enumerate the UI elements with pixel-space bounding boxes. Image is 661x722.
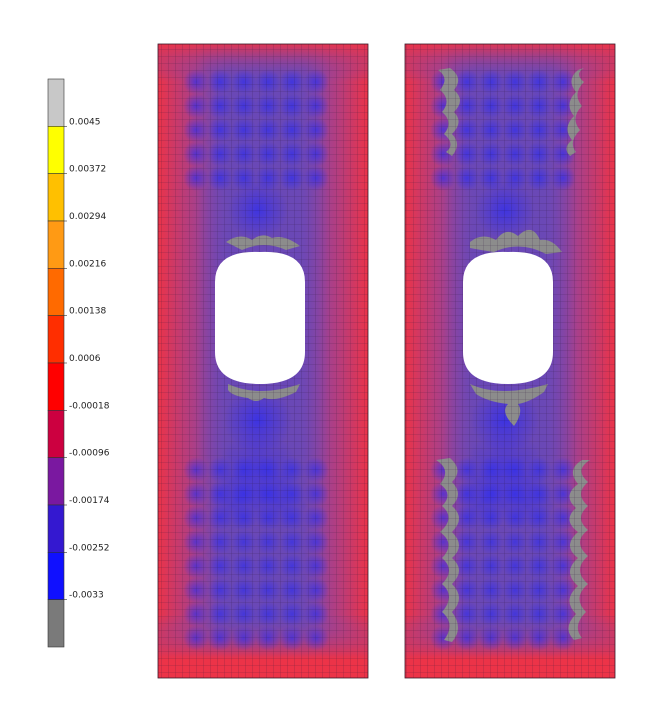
legend-value-label: 0.00372 [69,165,106,175]
legend-swatch [47,315,65,364]
legend-swatch [47,173,65,222]
legend-value-label: -0.00096 [69,449,110,459]
legend-swatch [47,410,65,458]
plate-left-hole-shape [215,251,305,384]
legend-value-label: 0.00216 [69,259,106,269]
legend-value-label: 0.0045 [69,117,101,127]
legend-value-label: -0.00174 [69,496,110,506]
legend-value-label: -0.00018 [69,401,110,411]
legend-value-label: -0.0033 [69,591,104,601]
plate-right-hole-shape [463,251,553,384]
legend-swatch [47,599,65,648]
legend-color-bar [47,78,65,648]
plate-right-border [404,43,616,679]
color-legend: 0.0045 0.00372 0.00294 0.00216 0.00138 0.0006… [47,78,110,648]
legend-swatch [47,457,65,506]
legend-swatch [47,552,65,600]
plate-panel-right [405,44,615,678]
plate-panel-left [158,44,368,678]
legend-swatch [47,78,65,127]
legend-swatch [47,268,65,316]
legend-swatch [47,126,65,174]
plate-left-border [157,43,369,679]
legend-swatch [47,220,65,269]
legend-labels: 0.0045 0.00372 0.00294 0.00216 0.00138 0.0006… [64,117,110,601]
legend-value-label: 0.00138 [69,307,106,317]
legend-value-label: -0.00252 [69,543,109,553]
legend-value-label: 0.00294 [69,212,106,222]
legend-swatch [47,362,65,411]
legend-swatch [47,504,65,553]
legend-value-label: 0.0006 [69,354,101,364]
